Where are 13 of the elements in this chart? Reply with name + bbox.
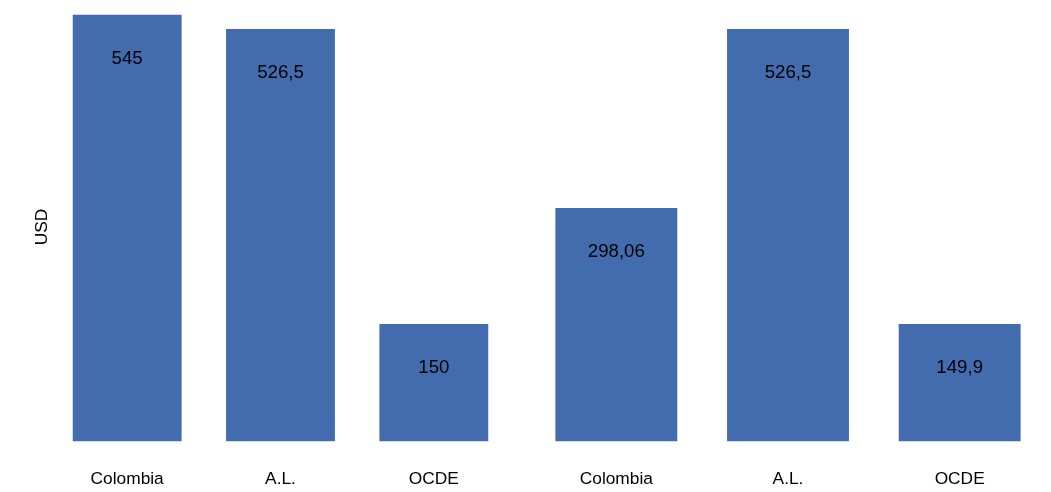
data-label: 545 bbox=[111, 46, 143, 68]
x-tick-label: A.L. bbox=[265, 467, 296, 488]
x-tick-label: OCDE bbox=[934, 467, 985, 488]
data-label: 526,5 bbox=[257, 61, 304, 83]
x-tick-label: Colombia bbox=[90, 467, 165, 488]
data-label: 149,9 bbox=[936, 356, 984, 378]
x-tick-label: Colombia bbox=[579, 467, 654, 488]
data-label: 298,06 bbox=[587, 240, 645, 262]
x-tick-label: A.L. bbox=[772, 467, 804, 488]
x-tick-label: OCDE bbox=[408, 467, 459, 488]
y-axis-title: USD bbox=[30, 208, 51, 246]
data-label: 526,5 bbox=[764, 61, 812, 83]
data-label: 150 bbox=[418, 356, 450, 378]
